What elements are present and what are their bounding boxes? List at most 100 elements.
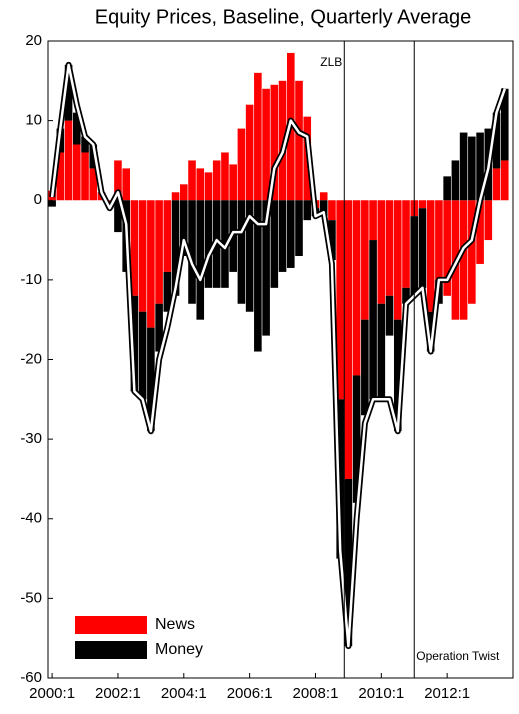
bar <box>254 200 262 352</box>
bar <box>278 200 287 272</box>
bar <box>319 200 328 217</box>
x-tick-label: 2006:1 <box>227 685 273 702</box>
bar <box>81 152 89 201</box>
bar <box>245 104 254 201</box>
bar <box>459 132 468 201</box>
bar <box>229 164 237 201</box>
bar <box>254 72 262 201</box>
y-tick-label: -10 <box>20 271 42 288</box>
bar <box>443 200 451 296</box>
bar <box>443 176 451 201</box>
bar <box>155 303 163 352</box>
bar <box>476 132 484 201</box>
y-tick-label: -40 <box>20 510 42 527</box>
bar <box>130 200 139 296</box>
bar <box>270 84 279 201</box>
bar <box>328 220 336 260</box>
bar <box>196 168 205 201</box>
bar <box>500 88 509 161</box>
bar <box>147 200 155 328</box>
total-line <box>50 63 506 648</box>
bar <box>435 200 443 280</box>
bar <box>459 200 468 320</box>
bar <box>179 200 188 256</box>
total-line-halo <box>49 61 508 650</box>
bar <box>188 200 196 304</box>
bar <box>204 200 213 288</box>
bar <box>163 200 172 272</box>
bar <box>500 160 509 201</box>
bar <box>328 200 336 221</box>
bar <box>492 168 501 201</box>
bar <box>245 200 254 312</box>
x-tick-label: 2002:1 <box>95 685 141 702</box>
bar <box>451 160 460 201</box>
bar <box>204 172 213 201</box>
bar <box>221 152 229 201</box>
bar <box>426 200 435 312</box>
bar <box>262 88 270 201</box>
bar <box>48 200 56 207</box>
bar <box>393 200 402 320</box>
legend-swatch <box>75 616 147 634</box>
annotation-label: Operation Twist <box>416 649 500 663</box>
bar <box>377 200 386 304</box>
bar <box>402 200 410 288</box>
bar <box>196 200 205 320</box>
bar <box>319 192 328 201</box>
bar <box>484 200 493 241</box>
bar <box>270 200 279 288</box>
bar <box>278 80 287 201</box>
bar <box>56 152 65 201</box>
bar <box>138 200 147 312</box>
bar <box>352 375 361 503</box>
bar <box>361 200 369 320</box>
bar <box>89 168 98 201</box>
bar <box>81 136 89 153</box>
bar <box>385 295 394 336</box>
bar <box>468 136 476 201</box>
bar <box>147 327 155 432</box>
bar <box>171 200 180 296</box>
bar <box>73 112 81 145</box>
bar <box>352 200 361 376</box>
y-tick-label: 20 <box>25 32 42 49</box>
bar <box>114 200 122 233</box>
bar <box>385 200 394 296</box>
legend-swatch <box>75 641 147 659</box>
bar <box>163 271 172 312</box>
bar <box>295 80 303 201</box>
bar <box>171 192 180 201</box>
bar <box>369 200 377 241</box>
y-tick-label: -60 <box>20 669 42 686</box>
bar <box>418 200 427 209</box>
x-tick-label: 2012:1 <box>424 685 470 702</box>
bar <box>122 168 130 201</box>
x-tick-label: 2000:1 <box>29 685 75 702</box>
bar <box>64 120 73 201</box>
bar <box>468 200 476 304</box>
annotation-label: ZLB <box>320 55 342 69</box>
bar <box>179 184 188 201</box>
bar <box>73 144 81 201</box>
bar <box>138 311 147 400</box>
y-tick-label: 10 <box>25 112 42 129</box>
bar <box>361 319 369 416</box>
y-tick-label: 0 <box>34 191 42 208</box>
bar <box>188 160 196 201</box>
bar <box>64 64 73 121</box>
y-tick-label: -30 <box>20 430 42 447</box>
bar <box>237 128 246 201</box>
legend-label: Money <box>155 641 203 658</box>
bar <box>237 200 246 304</box>
bar <box>303 200 312 221</box>
bar <box>402 287 410 304</box>
y-tick-label: -50 <box>20 589 42 606</box>
bar <box>369 240 377 400</box>
legend-label: News <box>155 616 195 633</box>
bar <box>155 200 163 304</box>
x-tick-label: 2004:1 <box>161 685 207 702</box>
bar <box>212 160 221 201</box>
bar <box>476 200 484 264</box>
